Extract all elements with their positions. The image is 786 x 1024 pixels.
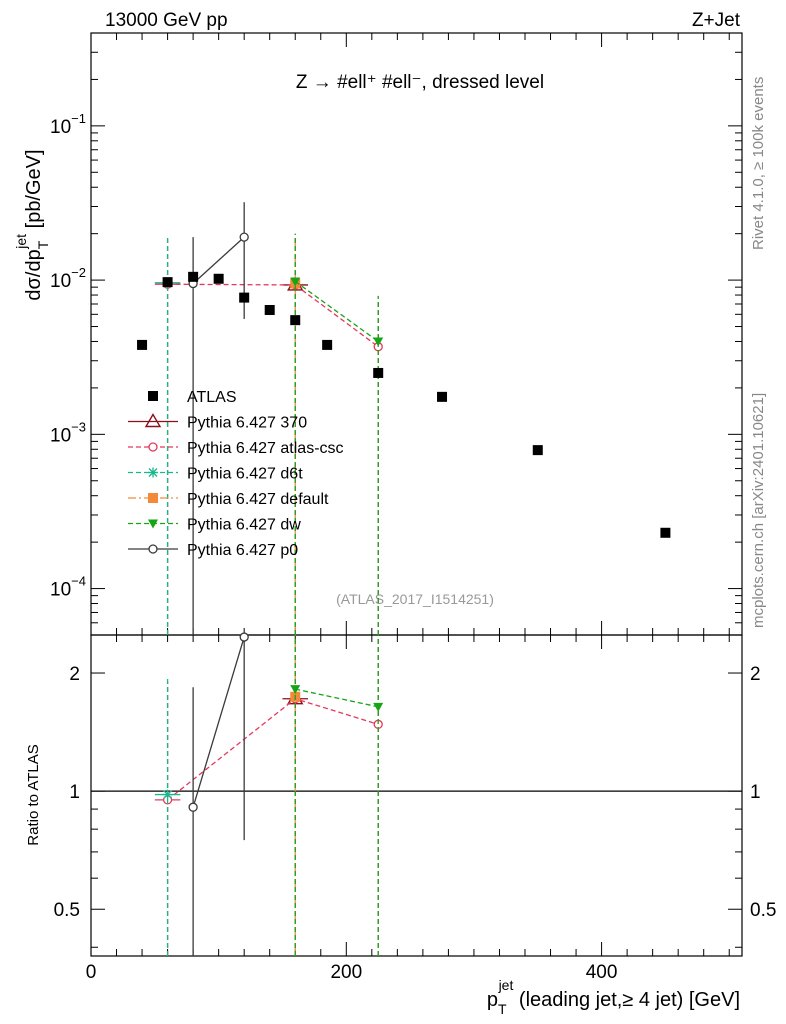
atlas-point [162, 277, 173, 288]
plot-title: Z → #ell⁺ #ell⁻, dressed level [296, 72, 544, 93]
ratio-data-point [162, 789, 173, 800]
data-point [290, 277, 301, 287]
marks-layer [137, 202, 671, 956]
rivet-label: Rivet 4.1.0, ≥ 100k events [750, 77, 767, 250]
legend-label: Pythia 6.427 default [187, 491, 329, 508]
y-tick-label: 10−4 [50, 574, 86, 601]
data-point [239, 232, 249, 242]
atlas-point [188, 271, 199, 282]
legend-marker [148, 391, 158, 401]
atlas-point [532, 445, 543, 456]
x-axis-title-sup: jet [498, 977, 514, 993]
legend: ATLAS Pythia 6.427 370 Pythia 6.427 atlas-… [128, 389, 344, 559]
ratio-tick-label-right: 0.5 [750, 900, 776, 921]
ratio-y-axis-title: Ratio to ATLAS [25, 744, 42, 845]
analysis-id: (ATLAS_2017_I1514251) [336, 591, 494, 607]
legend-item-4: Pythia 6.427 default [128, 491, 329, 508]
main-y-axis-title-main: dσ/dp [23, 249, 45, 300]
series-4 [290, 233, 384, 956]
ratio-tick-label-right: 1 [750, 782, 761, 803]
legend-marker [148, 442, 158, 452]
star-stroke [163, 790, 173, 800]
legend-item-6: Pythia 6.427 p0 [128, 542, 298, 559]
ratio-tick-label: 1 [69, 782, 80, 803]
ratio-data-point [188, 802, 198, 812]
atlas-point [660, 527, 671, 538]
atlas-point [213, 273, 224, 284]
atlas-point [137, 339, 148, 350]
ratio-tick-label-right: 2 [750, 664, 761, 685]
legend-item-0: ATLAS [148, 389, 237, 406]
series-line [192, 236, 245, 285]
ratio-series-line [295, 688, 379, 708]
legend-marker [148, 467, 158, 478]
x-axis-title-rest: (leading jet,≥ 4 jet) [GeV] [513, 989, 740, 1011]
data-point [373, 337, 384, 347]
y-tick-label: 10−2 [50, 265, 86, 292]
atlas-series [137, 271, 671, 538]
legend-label: ATLAS [187, 389, 237, 406]
legend-label: Pythia 6.427 370 [187, 415, 307, 432]
legend-marker [148, 544, 158, 554]
y-tick-label: 10−1 [50, 111, 86, 138]
series-line [167, 283, 379, 348]
x-tick-label: 400 [586, 962, 618, 983]
atlas-point [373, 367, 384, 378]
ratio-data-point [290, 685, 301, 695]
star-stroke [148, 468, 158, 477]
ratio-data-point [239, 632, 249, 642]
series-2 [154, 237, 181, 956]
main-y-axis-title: dσ/dpTjet [pb/GeV] [13, 149, 51, 300]
y-tick-label: 10−3 [50, 419, 86, 446]
legend-item-5: Pythia 6.427 dw [128, 517, 301, 534]
atlas-point [290, 315, 301, 326]
series-5 [188, 202, 249, 956]
legend-item-1: Pythia 6.427 370 [128, 413, 307, 432]
x-axis-title: pTjet (leading jet,≥ 4 jet) [GeV] [487, 977, 740, 1017]
x-tick-label: 0 [86, 962, 97, 983]
main-y-axis-title-sub: T [35, 240, 51, 249]
main-y-axis-title-rest: [pb/GeV] [23, 149, 45, 234]
legend-item-3: Pythia 6.427 d6t [128, 466, 303, 483]
x-tick-label: 200 [330, 962, 362, 983]
energy-label: 13000 GeV pp [105, 10, 228, 31]
ratio-data-point [373, 702, 384, 712]
atlas-point [322, 339, 333, 350]
ratio-series-line [192, 636, 245, 808]
ratio-plot-frame [90, 634, 743, 957]
ratio-series-line [167, 697, 379, 801]
legend-marker [148, 519, 158, 529]
legend-label: Pythia 6.427 p0 [187, 542, 298, 559]
series-line [294, 280, 379, 343]
legend-label: Pythia 6.427 d6t [187, 466, 303, 483]
x-axis-title-main: p [487, 989, 498, 1011]
x-axis-title-sub: T [498, 1001, 507, 1017]
mcplots-label: mcplots.cern.ch [arXiv:2401.10621] [750, 393, 767, 628]
legend-marker [144, 413, 162, 428]
legend-label: Pythia 6.427 dw [187, 517, 301, 534]
ratio-tick-label: 2 [69, 664, 80, 685]
main-y-axis-title-sup: jet [13, 234, 29, 250]
atlas-point [239, 292, 250, 303]
process-label: Z+Jet [692, 10, 741, 31]
legend-label: Pythia 6.427 atlas-csc [187, 440, 344, 457]
atlas-point [437, 391, 448, 402]
atlas-point [264, 304, 275, 315]
legend-item-2: Pythia 6.427 atlas-csc [128, 440, 344, 457]
legend-marker [148, 493, 158, 503]
ratio-tick-label: 0.5 [54, 900, 80, 921]
axes-layer: 0 200 400 10−4 10−3 10−2 10−1 0.5 0.5 1 1 2 2 [50, 32, 776, 983]
